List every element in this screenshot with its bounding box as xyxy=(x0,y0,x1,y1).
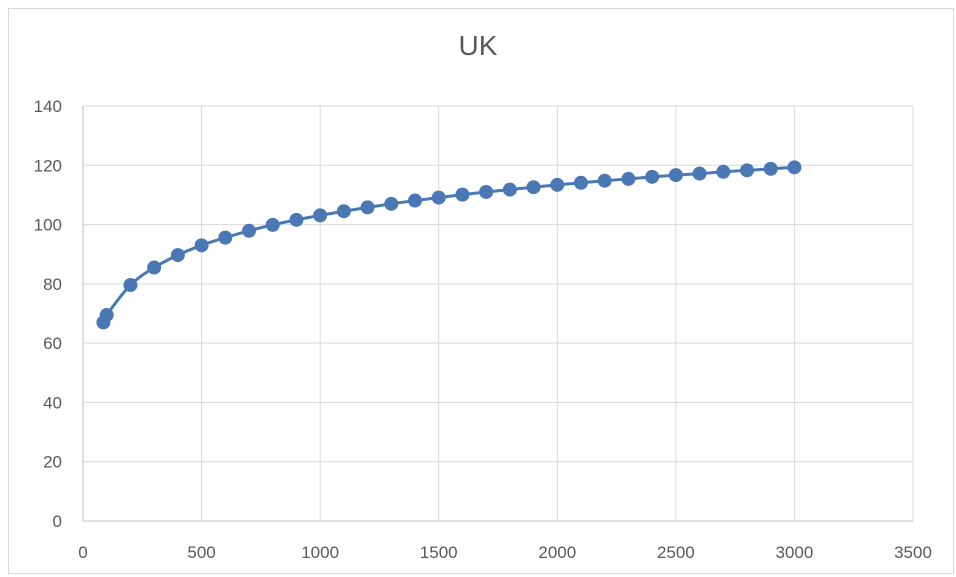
data-point xyxy=(692,166,707,181)
data-point xyxy=(502,182,517,197)
data-point xyxy=(763,161,778,176)
data-point xyxy=(455,187,470,202)
x-tick-label: 1500 xyxy=(420,543,458,562)
data-point xyxy=(408,193,422,208)
x-tick-label: 2500 xyxy=(657,543,695,562)
x-tick-label: 1000 xyxy=(301,543,339,562)
data-point xyxy=(313,208,328,223)
y-tick-label: 60 xyxy=(43,334,62,353)
data-point xyxy=(336,204,351,219)
data-point xyxy=(265,217,280,232)
data-point xyxy=(526,180,541,195)
data-point xyxy=(574,175,588,190)
data-point xyxy=(170,248,185,263)
data-point xyxy=(147,260,162,275)
x-tick-label: 500 xyxy=(187,543,215,562)
data-point xyxy=(194,238,209,253)
data-point xyxy=(716,164,731,179)
data-point xyxy=(479,184,494,199)
data-point xyxy=(740,163,754,178)
y-tick-label: 20 xyxy=(43,453,62,472)
data-point xyxy=(645,169,660,184)
data-point xyxy=(360,200,375,215)
chart-area xyxy=(8,8,954,574)
y-tick-label: 140 xyxy=(34,97,62,116)
data-point xyxy=(621,171,636,186)
data-point xyxy=(289,212,304,227)
y-tick-label: 40 xyxy=(43,393,62,412)
data-point xyxy=(787,160,802,175)
y-tick-label: 100 xyxy=(34,216,62,235)
y-tick-label: 0 xyxy=(53,512,62,531)
data-point xyxy=(597,173,612,188)
chart-title: UK xyxy=(458,30,498,61)
y-tick-label: 120 xyxy=(34,156,62,175)
data-point xyxy=(668,168,683,183)
data-point xyxy=(123,278,138,293)
data-point xyxy=(431,190,446,205)
data-point xyxy=(550,177,565,192)
y-tick-label: 80 xyxy=(43,275,62,294)
x-tick-label: 3500 xyxy=(894,543,932,562)
x-tick-label: 3000 xyxy=(776,543,814,562)
data-point xyxy=(99,307,114,322)
x-tick-label: 2000 xyxy=(538,543,576,562)
x-tick-label: 0 xyxy=(78,543,87,562)
data-point xyxy=(242,223,256,238)
data-point xyxy=(218,230,233,245)
data-point xyxy=(384,196,399,211)
